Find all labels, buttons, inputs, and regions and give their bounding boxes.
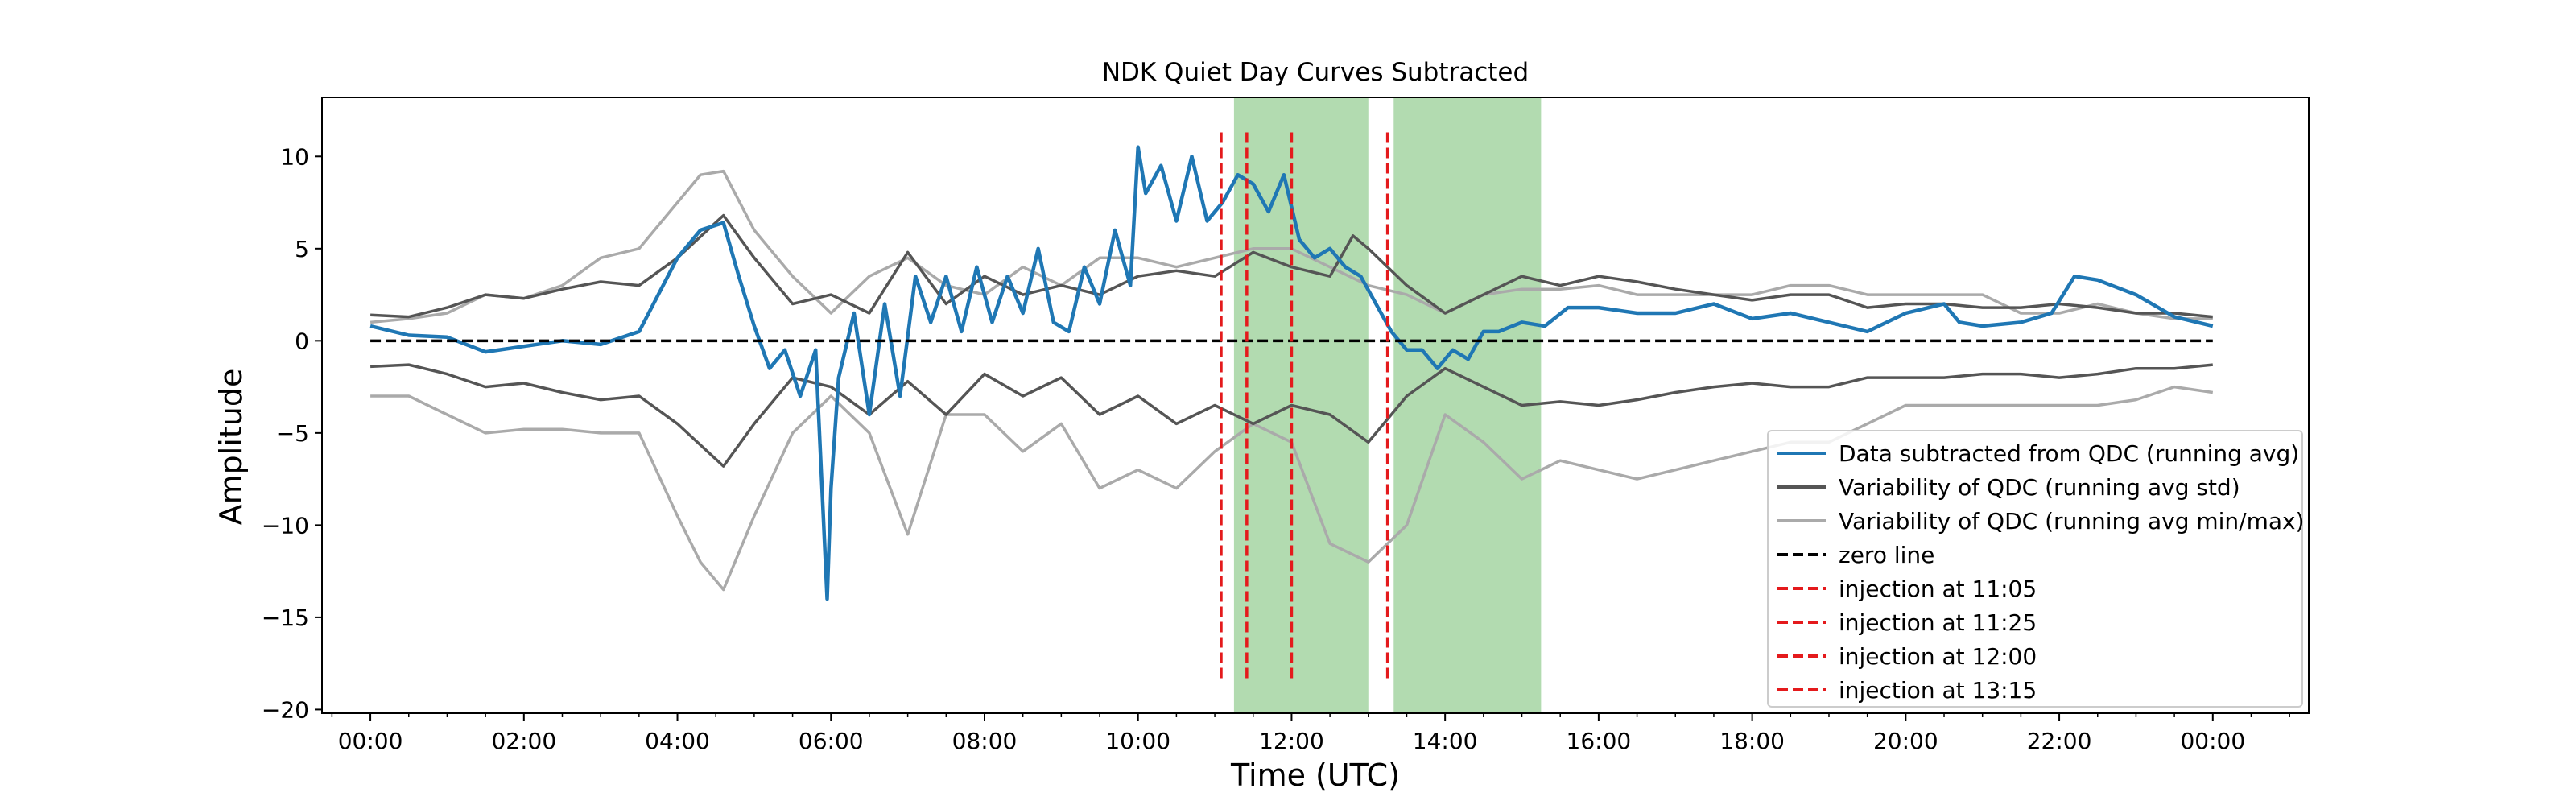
y-tick-label: 5 — [295, 236, 309, 262]
series-std-lower-line — [370, 363, 2213, 468]
legend-label: Variability of QDC (running avg min/max) — [1839, 508, 2305, 535]
x-tick-label: 00:00 — [2180, 728, 2245, 754]
x-tick-label: 02:00 — [491, 728, 556, 754]
plot-frame — [321, 97, 2310, 714]
shaded-region-2 — [1393, 97, 1542, 713]
y-tick-label: 10 — [280, 143, 309, 170]
y-tick-label: 0 — [295, 328, 309, 354]
x-tick-label: 12:00 — [1259, 728, 1324, 754]
legend-label: injection at 12:00 — [1839, 643, 2037, 670]
x-tick-label: 00:00 — [338, 728, 403, 754]
x-tick-label: 22:00 — [2027, 728, 2092, 754]
y-tick-label: −15 — [262, 605, 309, 631]
x-tick-label: 04:00 — [645, 728, 710, 754]
x-tick-label: 10:00 — [1105, 728, 1170, 754]
legend-label: Data subtracted from QDC (running avg) — [1839, 440, 2299, 467]
y-tick-label: −10 — [262, 512, 309, 539]
series-data-line — [369, 145, 2214, 601]
x-tick-label: 20:00 — [1873, 728, 1938, 754]
x-tick-label: 06:00 — [799, 728, 864, 754]
legend-label: Variability of QDC (running avg std) — [1839, 474, 2240, 501]
y-tick-label: −20 — [262, 696, 309, 723]
series-minmax-lower-line — [370, 385, 2214, 592]
x-tick-label: 14:00 — [1413, 728, 1478, 754]
y-axis-label: Amplitude — [213, 369, 249, 526]
shaded-region-1 — [1233, 97, 1368, 713]
legend-label: zero line — [1839, 542, 1934, 568]
x-tick-label: 08:00 — [952, 728, 1018, 754]
legend-label: injection at 11:05 — [1839, 576, 2037, 602]
x-tick-label: 16:00 — [1567, 728, 1632, 754]
legend-label: injection at 13:15 — [1839, 677, 2037, 704]
legend: Data subtracted from QDC (running avg) Va… — [1767, 430, 2305, 708]
legend-label: injection at 11:25 — [1839, 609, 2037, 636]
x-axis-label: Time (UTC) — [1230, 758, 1400, 793]
chart-title: NDK Quiet Day Curves Subtracted — [1102, 58, 1529, 87]
x-tick-label: 18:00 — [1719, 728, 1785, 754]
series-minmax-upper-line — [369, 169, 2213, 324]
legend-box — [1767, 430, 2303, 708]
plot-area: 10 5 0 −5 −10 −15 −20 00:00 02:00 04:00 06:00 08:00… — [262, 97, 2310, 754]
y-tick-label: −5 — [276, 420, 309, 447]
